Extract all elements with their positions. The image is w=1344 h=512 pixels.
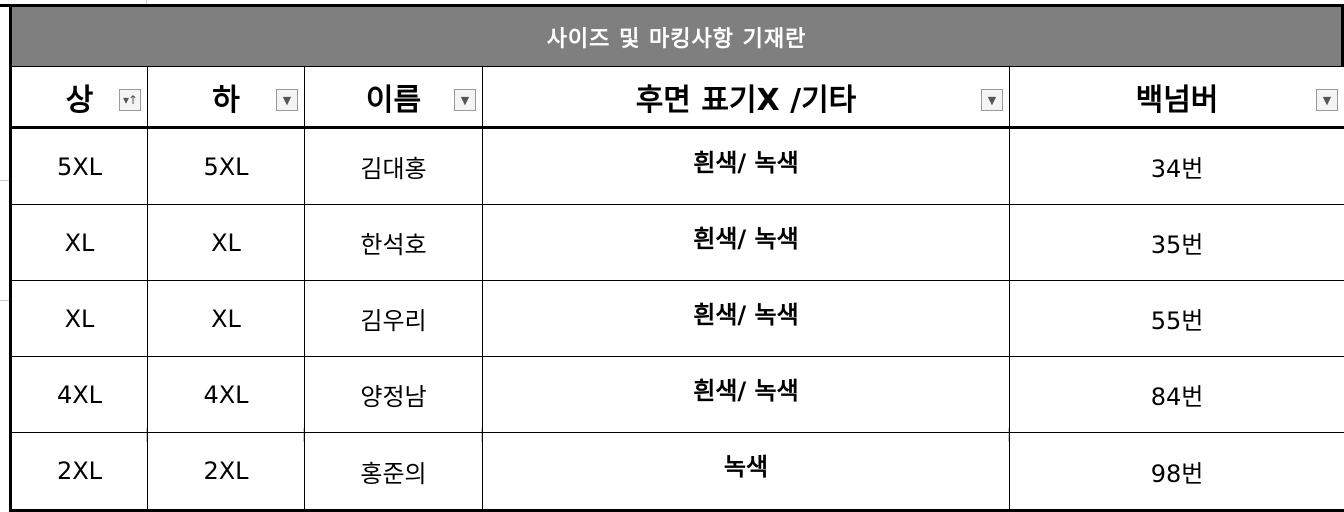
cell-top-size[interactable]: 4XL <box>11 357 148 433</box>
column-label: 백넘버 <box>1136 75 1219 119</box>
marking-sheet: 사이즈 및 마킹사항 기재란 상 ▾↑ 하 ▼ 이름 ▼ 후면 표기 <box>0 4 1344 512</box>
cell-bottom-size[interactable]: XL <box>148 205 305 281</box>
table-row: 2XL 2XL 홍준의 녹색 98번 <box>11 433 1344 511</box>
order-table: 상 ▾↑ 하 ▼ 이름 ▼ 후면 표기X /기타 ▼ 백넘버 ▼ <box>9 67 1344 512</box>
filter-dropdown-icon[interactable]: ▼ <box>454 89 476 111</box>
column-label: 하 <box>212 75 240 119</box>
table-row: XL XL 김우리 흰색/ 녹색 55번 <box>11 281 1344 357</box>
cell-name[interactable]: 양정남 <box>305 357 483 433</box>
cell-top-size[interactable]: 2XL <box>11 433 148 511</box>
cell-bottom-size[interactable]: 5XL <box>148 128 305 205</box>
column-label: 이름 <box>366 75 421 119</box>
cell-back-number[interactable]: 34번 <box>1010 128 1344 205</box>
column-header-name[interactable]: 이름 ▼ <box>305 67 483 128</box>
table-row: 4XL 4XL 양정남 흰색/ 녹색 84번 <box>11 357 1344 433</box>
cell-top-size[interactable]: XL <box>11 205 148 281</box>
header-row: 상 ▾↑ 하 ▼ 이름 ▼ 후면 표기X /기타 ▼ 백넘버 ▼ <box>11 67 1344 128</box>
column-header-bottom-size[interactable]: 하 ▼ <box>148 67 305 128</box>
cell-bottom-size[interactable]: 4XL <box>148 357 305 433</box>
cell-back-marking[interactable]: 흰색/ 녹색 <box>483 281 1010 357</box>
cell-back-marking[interactable]: 흰색/ 녹색 <box>483 128 1010 205</box>
cell-bottom-size[interactable]: XL <box>148 281 305 357</box>
cell-back-marking[interactable]: 흰색/ 녹색 <box>483 357 1010 433</box>
column-header-back-number[interactable]: 백넘버 ▼ <box>1010 67 1344 128</box>
cell-top-size[interactable]: XL <box>11 281 148 357</box>
cell-back-number[interactable]: 84번 <box>1010 357 1344 433</box>
cell-back-number[interactable]: 55번 <box>1010 281 1344 357</box>
cell-back-marking[interactable]: 흰색/ 녹색 <box>483 205 1010 281</box>
cell-top-size[interactable]: 5XL <box>11 128 148 205</box>
column-header-top-size[interactable]: 상 ▾↑ <box>11 67 148 128</box>
filter-dropdown-icon[interactable]: ▼ <box>1316 89 1338 111</box>
cell-name[interactable]: 홍준의 <box>305 433 483 511</box>
cell-back-number[interactable]: 98번 <box>1010 433 1344 511</box>
table-row: 5XL 5XL 김대홍 흰색/ 녹색 34번 <box>11 128 1344 205</box>
cell-back-marking[interactable]: 녹색 <box>483 433 1010 511</box>
filter-dropdown-icon[interactable]: ▼ <box>276 89 298 111</box>
column-header-back-marking[interactable]: 후면 표기X /기타 ▼ <box>483 67 1010 128</box>
cell-name[interactable]: 한석호 <box>305 205 483 281</box>
cell-name[interactable]: 김우리 <box>305 281 483 357</box>
sort-ascending-filter-icon[interactable]: ▾↑ <box>119 89 141 111</box>
cell-back-number[interactable]: 35번 <box>1010 205 1344 281</box>
cell-bottom-size[interactable]: 2XL <box>148 433 305 511</box>
table-row: XL XL 한석호 흰색/ 녹색 35번 <box>11 205 1344 281</box>
sheet-banner-title: 사이즈 및 마킹사항 기재란 <box>9 7 1344 67</box>
column-label: 후면 표기X /기타 <box>636 75 857 119</box>
cell-name[interactable]: 김대홍 <box>305 128 483 205</box>
column-label: 상 <box>66 75 94 119</box>
filter-dropdown-icon[interactable]: ▼ <box>981 89 1003 111</box>
